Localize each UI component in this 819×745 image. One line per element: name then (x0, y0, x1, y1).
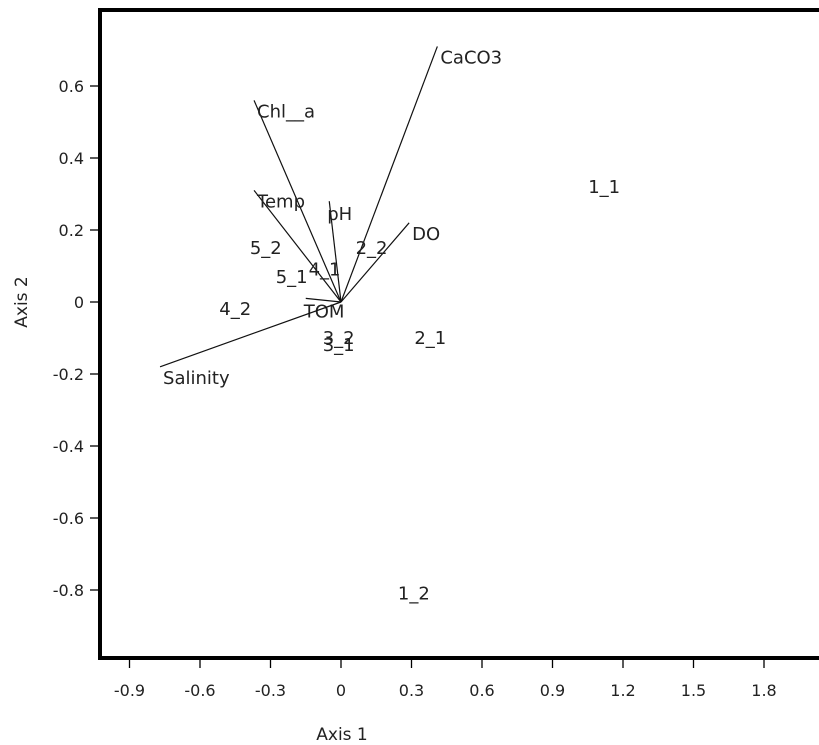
y-tick-label: 0.2 (59, 221, 84, 240)
sample-point-label: 3_1 (323, 335, 355, 356)
y-tick-label: 0.4 (59, 149, 84, 168)
plot-frame (98, 8, 819, 660)
y-tick-label: -0.2 (53, 365, 84, 384)
y-axis-title: Axis 2 (12, 276, 32, 328)
x-tick-label: 1.5 (681, 681, 706, 700)
sample-point-label: 3_2 (323, 328, 355, 349)
y-tick-label: -0.8 (53, 581, 84, 600)
x-tick-label: 1.8 (751, 681, 776, 700)
x-tick-label: 0.6 (469, 681, 494, 700)
x-axis-title: Axis 1 (316, 725, 368, 745)
vector-layer: CaCO3 Chl__a Temp pH DO TOM Salinity (159, 46, 502, 389)
vector-line (305, 297, 342, 303)
y-tick-label: -0.4 (53, 437, 84, 456)
vector-line (253, 190, 342, 303)
sample-point-label: 1_1 (588, 177, 620, 198)
x-tick-label: -0.3 (255, 681, 286, 700)
x-axis-ticks: -0.9 -0.6 -0.3 0 0.3 0.6 0.9 1.2 1.5 1.8 (114, 658, 777, 700)
sample-point-label: 4_2 (219, 299, 251, 320)
sample-point-label: 4_1 (309, 260, 341, 281)
sample-point-label: 2_1 (414, 328, 446, 349)
vector-line (328, 201, 342, 303)
vector-label: Temp (256, 191, 305, 212)
x-tick-label: 1.2 (610, 681, 635, 700)
y-tick-label: -0.6 (53, 509, 84, 528)
vector-line (340, 46, 438, 303)
vector-label: Salinity (163, 368, 230, 389)
vector-label: DO (412, 224, 440, 245)
sample-point-label: 1_2 (398, 584, 430, 605)
x-tick-label: 0 (336, 681, 346, 700)
sample-point-label: 5_2 (250, 238, 282, 259)
vector-line (159, 301, 342, 368)
vector-line (340, 222, 410, 303)
x-tick-label: -0.6 (184, 681, 215, 700)
y-axis-ticks: 0.6 0.4 0.2 0 -0.2 -0.4 -0.6 -0.8 (53, 77, 100, 600)
sample-point-label: 2_2 (356, 238, 388, 259)
vector-label: CaCO3 (440, 47, 502, 68)
vector-label: TOM (303, 301, 345, 322)
vector-line (253, 100, 342, 303)
vector-label: pH (327, 204, 352, 225)
x-tick-label: -0.9 (114, 681, 145, 700)
y-tick-label: 0.6 (59, 77, 84, 96)
x-tick-label: 0.3 (399, 681, 424, 700)
x-tick-label: 0.9 (540, 681, 565, 700)
vector-label: Chl__a (257, 101, 315, 122)
y-tick-label: 0 (74, 293, 84, 312)
sample-point-label: 5_1 (276, 267, 308, 288)
point-layer: 1_1 1_2 2_1 2_2 3_13_2 4_1 4_2 5_1 5_2 (219, 177, 620, 605)
